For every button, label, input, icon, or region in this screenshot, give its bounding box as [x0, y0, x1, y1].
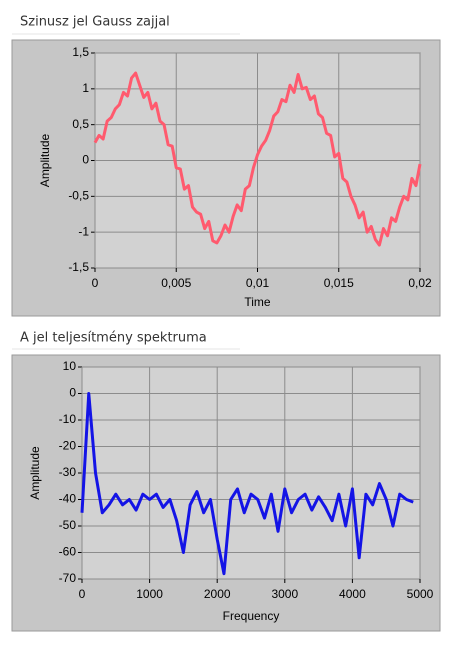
y-tick-label: -0,5: [68, 189, 89, 203]
y-tick-label: -70: [59, 571, 77, 585]
x-axis-label: Frequency: [223, 609, 280, 623]
x-tick-label: 0,01: [246, 276, 270, 290]
x-tick-label: 5000: [407, 587, 434, 601]
y-tick-label: 10: [63, 359, 77, 373]
y-tick-label: 0: [82, 153, 89, 167]
y-tick-label: -1,5: [68, 260, 89, 274]
y-tick-label: 1: [82, 81, 89, 95]
y-tick-label: -20: [59, 439, 77, 453]
x-tick-label: 2000: [204, 587, 231, 601]
x-tick-label: 3000: [271, 587, 298, 601]
y-axis-label: Amplitude: [28, 446, 42, 500]
y-axis-label: Amplitude: [38, 134, 52, 188]
y-tick-label: -40: [59, 492, 77, 506]
y-tick-label: -30: [59, 465, 77, 479]
x-tick-label: 0,02: [408, 276, 432, 290]
x-tick-label: 1000: [136, 587, 163, 601]
y-tick-label: -10: [59, 412, 77, 426]
x-tick-label: 0: [79, 587, 86, 601]
y-tick-label: 1,5: [72, 45, 89, 59]
y-tick-label: -50: [59, 518, 77, 532]
y-tick-label: -1: [78, 224, 89, 238]
data-line: [93, 71, 422, 247]
chart-title: Szinusz jel Gauss zajjal: [20, 15, 170, 30]
y-tick-label: -60: [59, 545, 77, 559]
x-axis-label: Time: [244, 295, 271, 309]
x-tick-label: 0,015: [324, 276, 354, 290]
y-tick-label: 0: [69, 386, 76, 400]
chart-title: A jel teljesítmény spektruma: [20, 331, 207, 346]
x-tick-label: 0,005: [161, 276, 191, 290]
y-tick-label: 0,5: [72, 117, 89, 131]
x-tick-label: 0: [92, 276, 99, 290]
data-line: [80, 392, 414, 576]
x-tick-label: 4000: [339, 587, 366, 601]
